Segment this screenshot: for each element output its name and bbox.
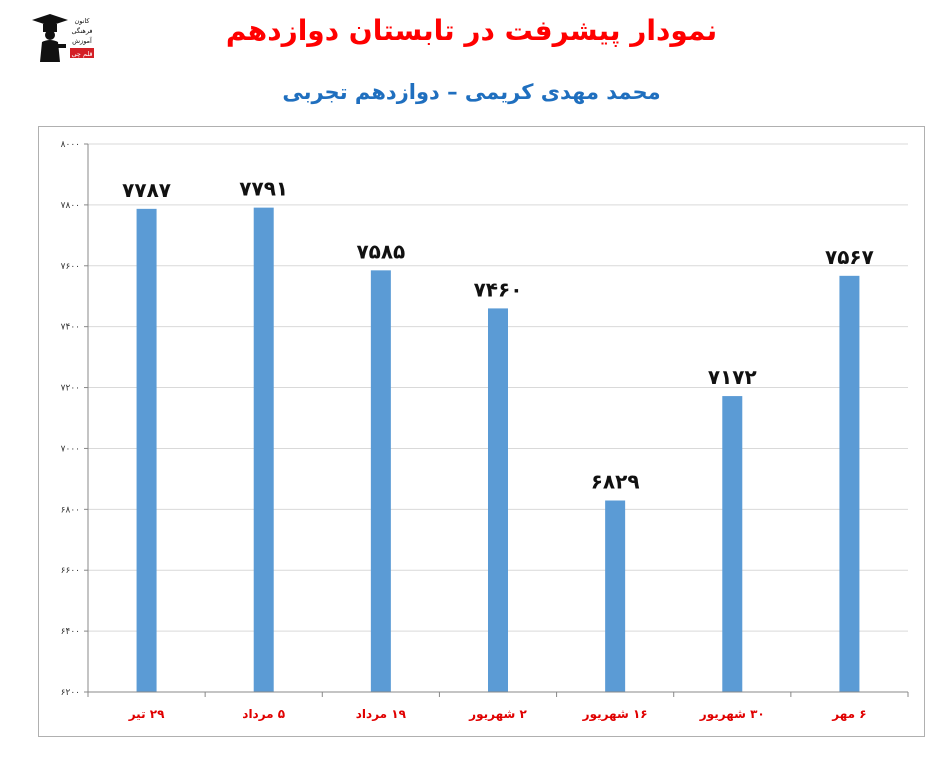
y-tick-label: ۷۴۰۰ — [61, 323, 80, 333]
bar — [370, 270, 391, 692]
bar — [488, 308, 508, 692]
data-label: ۷۷۹۱ — [239, 177, 288, 201]
bars — [136, 207, 860, 692]
data-label: ۷۷۸۷ — [122, 178, 171, 202]
x-tick-label: ۵ مرداد — [242, 707, 285, 721]
graduate-logo-icon — [32, 14, 68, 62]
data-label: ۷۵۶۷ — [825, 245, 874, 269]
data-label: ۶۸۲۹ — [591, 470, 640, 494]
logo-text-line-3: آموزش — [72, 36, 93, 45]
y-tick-label: ۷۸۰۰ — [61, 201, 80, 211]
y-axis-ticks: ۶۲۰۰ ۶۴۰۰ ۶۶۰۰ ۶۸۰۰ ۷۰۰۰ ۷۲۰۰ ۷۴۰۰ ۷۶۰۰ ۷۸۰۰ ۸۰۰۰ — [61, 140, 89, 698]
x-tick-label: ۳۰ شهریور — [699, 707, 765, 722]
x-tick-label: ۱۶ شهریور — [582, 707, 648, 722]
y-tick-label: ۷۶۰۰ — [61, 262, 80, 272]
y-tick-label: ۶۸۰۰ — [61, 505, 80, 515]
bar — [253, 207, 274, 692]
data-label: ۷۱۷۲ — [708, 365, 757, 389]
y-tick-label: ۶۲۰۰ — [61, 688, 80, 698]
bar — [839, 275, 860, 692]
logo-text-line-4: قلم چی — [71, 50, 92, 58]
page-subtitle: محمد مهدی کریمی – دوازدهم تجربی — [282, 80, 661, 104]
x-axis-labels: ۲۹ تیر ۵ مرداد ۱۹ مرداد ۲ شهریور ۱۶ شهریور ۳۰… — [87, 691, 909, 722]
x-tick-label: ۲ شهریور — [468, 707, 527, 722]
data-labels: ۷۷۸۷ ۷۷۹۱ ۷۵۸۵ ۷۴۶۰ ۶۸۲۹ ۷۱۷۲ ۷۵۶۷ — [122, 177, 874, 494]
bar — [722, 396, 743, 692]
bar — [136, 208, 157, 692]
y-tick-label: ۶۴۰۰ — [61, 627, 80, 637]
y-tick-label: ۶۶۰۰ — [61, 566, 80, 576]
y-tick-label: ۷۲۰۰ — [61, 384, 80, 394]
data-label: ۷۵۸۵ — [356, 239, 405, 263]
bar — [605, 500, 626, 692]
chart-frame — [38, 126, 925, 737]
logo: کانون فرهنگی آموزش قلم چی — [30, 8, 94, 64]
logo-text-line-2: فرهنگی — [71, 27, 92, 35]
x-tick-label: ۲۹ تیر — [128, 707, 165, 721]
x-tick-label: ۶ مهر — [831, 707, 866, 721]
page-title: نمودار پیشرفت در تابستان دوازدهم — [225, 14, 718, 47]
logo-text-line-1: کانون — [74, 17, 90, 25]
y-tick-label: ۸۰۰۰ — [61, 140, 80, 150]
data-label: ۷۴۶۰ — [474, 277, 523, 301]
y-tick-label: ۷۰۰۰ — [61, 444, 80, 454]
x-tick-label: ۱۹ مرداد — [356, 707, 407, 721]
